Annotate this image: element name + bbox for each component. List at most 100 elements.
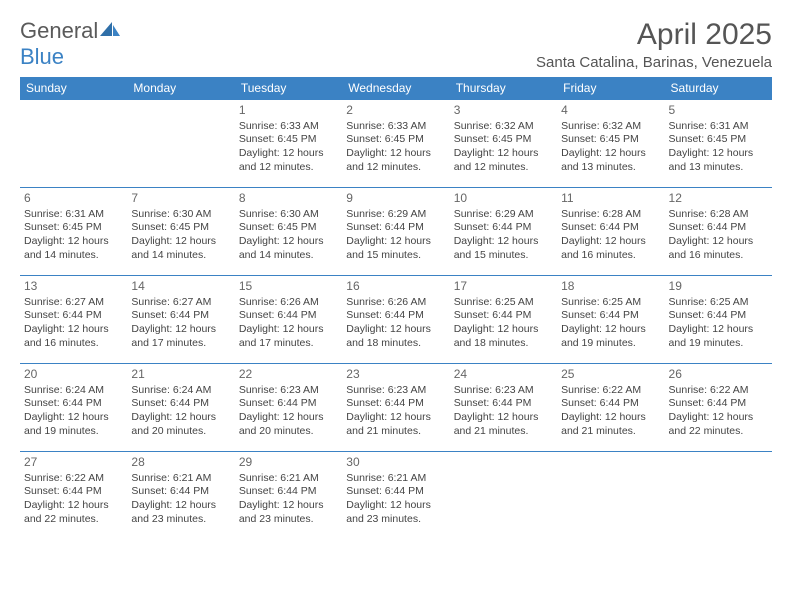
day-number: 9 bbox=[346, 191, 445, 207]
day-number: 18 bbox=[561, 279, 660, 295]
day-number: 4 bbox=[561, 103, 660, 119]
sunrise-line: Sunrise: 6:24 AM bbox=[131, 384, 230, 398]
sunset-line: Sunset: 6:44 PM bbox=[454, 397, 553, 411]
sunrise-line: Sunrise: 6:23 AM bbox=[454, 384, 553, 398]
day-cell: 26Sunrise: 6:22 AMSunset: 6:44 PMDayligh… bbox=[665, 364, 772, 452]
weekday-header: Thursday bbox=[450, 77, 557, 100]
sunrise-line: Sunrise: 6:23 AM bbox=[239, 384, 338, 398]
sunset-line: Sunset: 6:44 PM bbox=[561, 221, 660, 235]
day-number: 14 bbox=[131, 279, 230, 295]
sunrise-line: Sunrise: 6:31 AM bbox=[669, 120, 768, 134]
calendar-row: 13Sunrise: 6:27 AMSunset: 6:44 PMDayligh… bbox=[20, 276, 772, 364]
weekday-header-row: SundayMondayTuesdayWednesdayThursdayFrid… bbox=[20, 77, 772, 100]
day-number: 22 bbox=[239, 367, 338, 383]
sunrise-line: Sunrise: 6:33 AM bbox=[346, 120, 445, 134]
logo-text: General Blue bbox=[20, 18, 122, 70]
daylight-line: Daylight: 12 hours and 20 minutes. bbox=[239, 411, 338, 438]
daylight-line: Daylight: 12 hours and 16 minutes. bbox=[24, 323, 123, 350]
day-number: 24 bbox=[454, 367, 553, 383]
day-number: 1 bbox=[239, 103, 338, 119]
title-block: April 2025 Santa Catalina, Barinas, Vene… bbox=[536, 18, 772, 71]
calendar-table: SundayMondayTuesdayWednesdayThursdayFrid… bbox=[20, 77, 772, 540]
sunrise-line: Sunrise: 6:27 AM bbox=[131, 296, 230, 310]
day-cell: 9Sunrise: 6:29 AMSunset: 6:44 PMDaylight… bbox=[342, 188, 449, 276]
sunrise-line: Sunrise: 6:28 AM bbox=[669, 208, 768, 222]
sunrise-line: Sunrise: 6:26 AM bbox=[239, 296, 338, 310]
sunrise-line: Sunrise: 6:25 AM bbox=[561, 296, 660, 310]
sunrise-line: Sunrise: 6:21 AM bbox=[239, 472, 338, 486]
day-number: 27 bbox=[24, 455, 123, 471]
empty-cell bbox=[20, 100, 127, 188]
daylight-line: Daylight: 12 hours and 20 minutes. bbox=[131, 411, 230, 438]
daylight-line: Daylight: 12 hours and 23 minutes. bbox=[131, 499, 230, 526]
calendar-body: 1Sunrise: 6:33 AMSunset: 6:45 PMDaylight… bbox=[20, 100, 772, 540]
daylight-line: Daylight: 12 hours and 19 minutes. bbox=[669, 323, 768, 350]
day-cell: 23Sunrise: 6:23 AMSunset: 6:44 PMDayligh… bbox=[342, 364, 449, 452]
sunset-line: Sunset: 6:44 PM bbox=[561, 397, 660, 411]
day-number: 25 bbox=[561, 367, 660, 383]
day-cell: 27Sunrise: 6:22 AMSunset: 6:44 PMDayligh… bbox=[20, 452, 127, 540]
sunset-line: Sunset: 6:44 PM bbox=[669, 221, 768, 235]
day-cell: 25Sunrise: 6:22 AMSunset: 6:44 PMDayligh… bbox=[557, 364, 664, 452]
sunset-line: Sunset: 6:44 PM bbox=[131, 485, 230, 499]
daylight-line: Daylight: 12 hours and 19 minutes. bbox=[24, 411, 123, 438]
sunset-line: Sunset: 6:44 PM bbox=[24, 309, 123, 323]
day-number: 16 bbox=[346, 279, 445, 295]
day-number: 29 bbox=[239, 455, 338, 471]
calendar-row: 1Sunrise: 6:33 AMSunset: 6:45 PMDaylight… bbox=[20, 100, 772, 188]
sunset-line: Sunset: 6:44 PM bbox=[239, 309, 338, 323]
daylight-line: Daylight: 12 hours and 17 minutes. bbox=[239, 323, 338, 350]
day-number: 3 bbox=[454, 103, 553, 119]
day-cell: 3Sunrise: 6:32 AMSunset: 6:45 PMDaylight… bbox=[450, 100, 557, 188]
day-number: 19 bbox=[669, 279, 768, 295]
daylight-line: Daylight: 12 hours and 21 minutes. bbox=[561, 411, 660, 438]
day-cell: 2Sunrise: 6:33 AMSunset: 6:45 PMDaylight… bbox=[342, 100, 449, 188]
day-number: 17 bbox=[454, 279, 553, 295]
daylight-line: Daylight: 12 hours and 21 minutes. bbox=[454, 411, 553, 438]
sunset-line: Sunset: 6:45 PM bbox=[346, 133, 445, 147]
daylight-line: Daylight: 12 hours and 16 minutes. bbox=[561, 235, 660, 262]
daylight-line: Daylight: 12 hours and 14 minutes. bbox=[239, 235, 338, 262]
weekday-header: Monday bbox=[127, 77, 234, 100]
day-cell: 1Sunrise: 6:33 AMSunset: 6:45 PMDaylight… bbox=[235, 100, 342, 188]
day-cell: 21Sunrise: 6:24 AMSunset: 6:44 PMDayligh… bbox=[127, 364, 234, 452]
day-cell: 16Sunrise: 6:26 AMSunset: 6:44 PMDayligh… bbox=[342, 276, 449, 364]
sunrise-line: Sunrise: 6:30 AM bbox=[131, 208, 230, 222]
sunset-line: Sunset: 6:44 PM bbox=[24, 397, 123, 411]
daylight-line: Daylight: 12 hours and 19 minutes. bbox=[561, 323, 660, 350]
sunrise-line: Sunrise: 6:22 AM bbox=[669, 384, 768, 398]
sunset-line: Sunset: 6:45 PM bbox=[24, 221, 123, 235]
day-number: 8 bbox=[239, 191, 338, 207]
sunrise-line: Sunrise: 6:27 AM bbox=[24, 296, 123, 310]
sunset-line: Sunset: 6:45 PM bbox=[454, 133, 553, 147]
day-cell: 20Sunrise: 6:24 AMSunset: 6:44 PMDayligh… bbox=[20, 364, 127, 452]
sunset-line: Sunset: 6:44 PM bbox=[561, 309, 660, 323]
day-number: 11 bbox=[561, 191, 660, 207]
sunset-line: Sunset: 6:44 PM bbox=[346, 309, 445, 323]
day-number: 2 bbox=[346, 103, 445, 119]
sunrise-line: Sunrise: 6:21 AM bbox=[346, 472, 445, 486]
daylight-line: Daylight: 12 hours and 15 minutes. bbox=[454, 235, 553, 262]
sunrise-line: Sunrise: 6:21 AM bbox=[131, 472, 230, 486]
logo: General Blue bbox=[20, 18, 122, 70]
daylight-line: Daylight: 12 hours and 15 minutes. bbox=[346, 235, 445, 262]
day-cell: 7Sunrise: 6:30 AMSunset: 6:45 PMDaylight… bbox=[127, 188, 234, 276]
sunset-line: Sunset: 6:44 PM bbox=[131, 397, 230, 411]
sunset-line: Sunset: 6:45 PM bbox=[131, 221, 230, 235]
daylight-line: Daylight: 12 hours and 17 minutes. bbox=[131, 323, 230, 350]
day-cell: 13Sunrise: 6:27 AMSunset: 6:44 PMDayligh… bbox=[20, 276, 127, 364]
empty-cell bbox=[557, 452, 664, 540]
daylight-line: Daylight: 12 hours and 12 minutes. bbox=[239, 147, 338, 174]
day-number: 26 bbox=[669, 367, 768, 383]
day-cell: 4Sunrise: 6:32 AMSunset: 6:45 PMDaylight… bbox=[557, 100, 664, 188]
daylight-line: Daylight: 12 hours and 23 minutes. bbox=[239, 499, 338, 526]
day-cell: 30Sunrise: 6:21 AMSunset: 6:44 PMDayligh… bbox=[342, 452, 449, 540]
calendar-row: 27Sunrise: 6:22 AMSunset: 6:44 PMDayligh… bbox=[20, 452, 772, 540]
sunset-line: Sunset: 6:44 PM bbox=[454, 221, 553, 235]
header: General Blue April 2025 Santa Catalina, … bbox=[20, 18, 772, 71]
sunrise-line: Sunrise: 6:24 AM bbox=[24, 384, 123, 398]
sunrise-line: Sunrise: 6:25 AM bbox=[669, 296, 768, 310]
sunset-line: Sunset: 6:44 PM bbox=[346, 221, 445, 235]
day-cell: 14Sunrise: 6:27 AMSunset: 6:44 PMDayligh… bbox=[127, 276, 234, 364]
day-number: 6 bbox=[24, 191, 123, 207]
